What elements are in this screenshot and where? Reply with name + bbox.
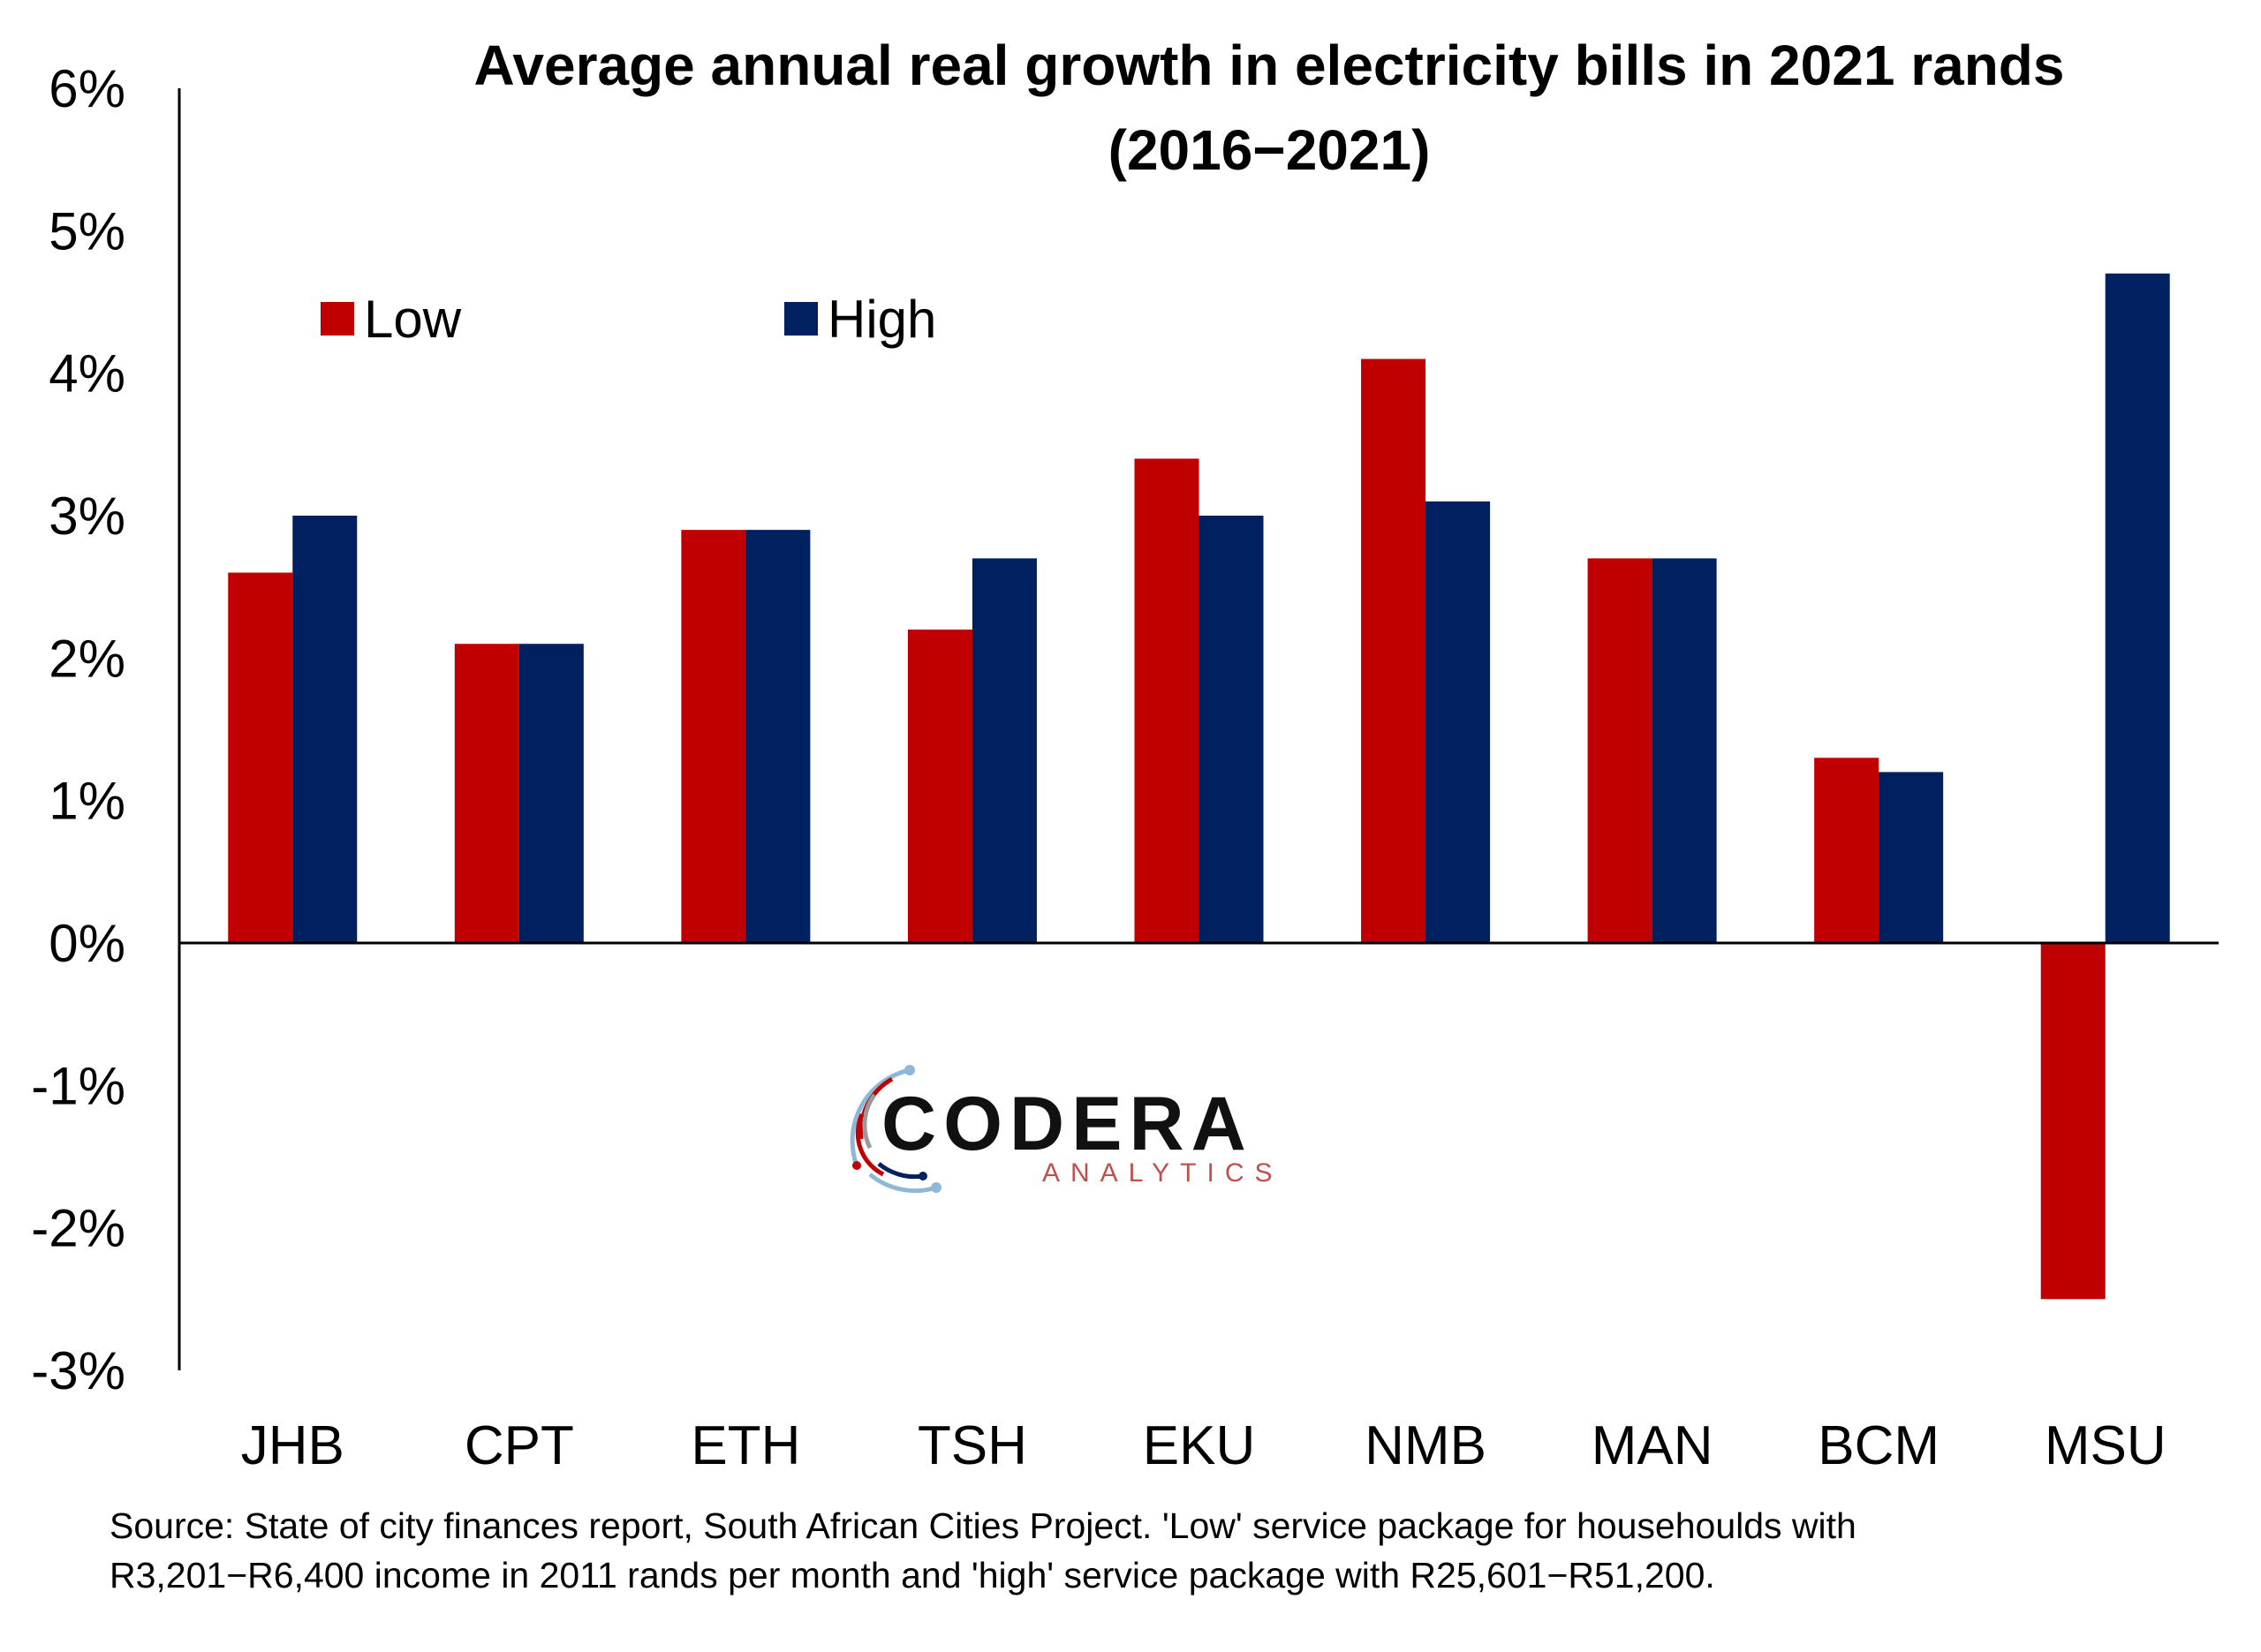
y-tick-label: 2% <box>49 629 125 688</box>
source-line1: Source: State of city finances report, S… <box>110 1505 1856 1546</box>
x-tick-label: MAN <box>1592 1415 1713 1476</box>
chart-title-line1: Average annual real growth in electricit… <box>474 34 2065 97</box>
y-axis-ticks: 6% 5% 4% 3% 2% 1% 0% -1% -2% -3% <box>31 59 125 1400</box>
bar-high-man <box>1652 558 1717 943</box>
y-tick-label: 5% <box>49 201 125 260</box>
y-tick-label: 4% <box>49 344 125 404</box>
y-tick-label: -3% <box>31 1341 125 1400</box>
axes <box>178 88 2219 1370</box>
y-tick-label: 3% <box>49 487 125 546</box>
x-tick-label: ETH <box>691 1415 800 1476</box>
x-tick-label: EKU <box>1143 1415 1255 1476</box>
bar-low-jhb <box>228 572 293 943</box>
bar-high-eth <box>745 530 811 943</box>
x-tick-label: BCM <box>1818 1415 1940 1476</box>
y-tick-label: 1% <box>49 772 125 831</box>
logo-subtitle: ANALYTICS <box>1042 1158 1283 1188</box>
x-axis-labels: JHB CPT ETH TSH EKU NMB MAN BCM MSU <box>241 1415 2166 1476</box>
y-tick-label: 0% <box>49 914 125 973</box>
x-tick-label: TSH <box>918 1415 1027 1476</box>
bar-high-jhb <box>292 516 358 943</box>
bars <box>228 273 2170 1300</box>
source-line2: R3,201−R6,400 income in 2011 rands per m… <box>110 1555 1715 1595</box>
circuit-logo-icon <box>850 1065 941 1194</box>
legend-label-high: High <box>828 290 936 349</box>
legend: Low High <box>321 290 936 349</box>
bar-low-eth <box>681 530 746 943</box>
bar-low-tsh <box>907 630 972 943</box>
x-tick-label: NMB <box>1365 1415 1486 1476</box>
bar-low-msu <box>2040 943 2106 1300</box>
bar-low-man <box>1587 558 1652 943</box>
chart-title-line2: (2016−2021) <box>1108 118 1431 182</box>
bar-high-cpt <box>518 644 584 943</box>
x-tick-label: CPT <box>465 1415 574 1476</box>
legend-label-low: Low <box>364 290 462 349</box>
bar-high-tsh <box>972 558 1037 943</box>
y-tick-label: -2% <box>31 1199 125 1258</box>
bar-low-cpt <box>454 644 519 943</box>
source-note: Source: State of city finances report, S… <box>110 1501 2229 1600</box>
legend-swatch-low <box>321 302 354 336</box>
bar-low-eku <box>1134 458 1199 943</box>
x-tick-label: MSU <box>2045 1415 2166 1476</box>
bar-high-bcm <box>1879 772 1944 943</box>
codera-logo: CODERA ANALYTICS <box>850 1065 1283 1194</box>
x-tick-label: JHB <box>241 1415 344 1476</box>
bar-high-nmb <box>1425 501 1491 943</box>
bar-low-bcm <box>1814 758 1879 943</box>
legend-swatch-high <box>784 302 818 336</box>
y-tick-label: -1% <box>31 1056 125 1115</box>
bar-high-msu <box>2105 273 2170 943</box>
bar-low-nmb <box>1361 358 1426 943</box>
bar-high-eku <box>1199 516 1264 943</box>
y-tick-label: 6% <box>49 59 125 118</box>
logo-wordmark: CODERA <box>881 1082 1253 1166</box>
